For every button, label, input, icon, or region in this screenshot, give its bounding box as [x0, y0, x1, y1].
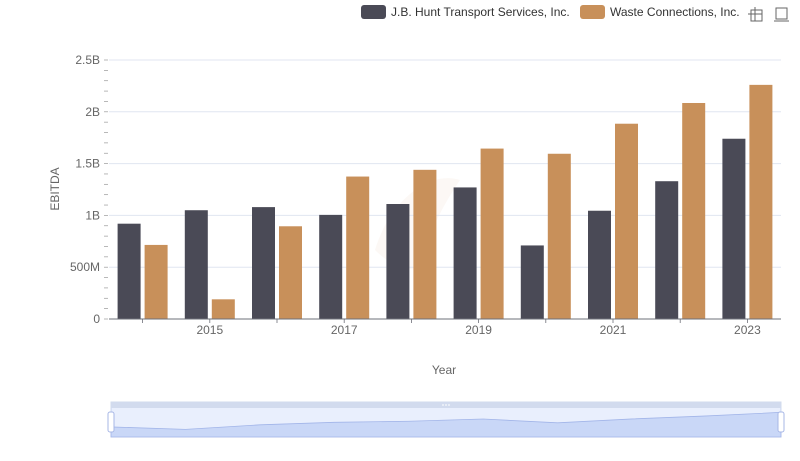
y-tick-label: 2.5B: [75, 53, 100, 67]
bar-jb-hunt-2015[interactable]: [184, 210, 208, 319]
bar-waste-connections-2021[interactable]: [615, 123, 638, 320]
bar-waste-connections-2023[interactable]: [749, 84, 773, 319]
legend-label-jb-hunt: J.B. Hunt Transport Services, Inc.: [391, 5, 570, 19]
zoom-icon[interactable]: [748, 7, 763, 22]
legend-swatch-waste-connections: [580, 5, 605, 19]
grid-lines: [109, 59, 781, 268]
x-axis-title: Year: [432, 363, 456, 377]
y-axis-ticks: 0 500M 1B 1.5B 2B 2.5B: [70, 53, 108, 326]
legend-swatch-jb-hunt: [361, 5, 386, 19]
bar-jb-hunt-2014[interactable]: [117, 223, 141, 319]
legend-label-waste-connections: Waste Connections, Inc.: [610, 5, 740, 19]
restore-icon[interactable]: [774, 7, 789, 22]
bars[interactable]: [117, 84, 773, 320]
legend-item-waste-connections[interactable]: Waste Connections, Inc.: [580, 5, 740, 19]
data-zoom-handle-left[interactable]: [107, 411, 115, 433]
y-tick-label: 0: [93, 312, 100, 326]
bar-waste-connections-2014[interactable]: [144, 244, 168, 319]
y-tick-label: 2B: [85, 105, 100, 119]
bar-waste-connections-2019[interactable]: [480, 148, 504, 319]
bar-waste-connections-2020[interactable]: [547, 153, 571, 319]
bar-jb-hunt-2018[interactable]: [386, 204, 410, 319]
x-tick-label: 2017: [331, 323, 358, 337]
bar-waste-connections-2015[interactable]: [211, 299, 235, 319]
x-tick-label: 2023: [734, 323, 761, 337]
x-tick-label: 2015: [196, 323, 223, 337]
legend[interactable]: J.B. Hunt Transport Services, Inc. Waste…: [361, 5, 740, 19]
bar-waste-connections-2016[interactable]: [279, 226, 302, 319]
y-tick-label: 500M: [70, 260, 100, 274]
x-tick-label: 2021: [600, 323, 627, 337]
bar-jb-hunt-2019[interactable]: [453, 187, 477, 319]
data-zoom-slider[interactable]: [107, 401, 785, 438]
bar-jb-hunt-2021[interactable]: [588, 210, 611, 319]
y-tick-label: 1.5B: [75, 157, 100, 171]
bar-jb-hunt-2023[interactable]: [722, 138, 746, 319]
x-tick-label: 2019: [465, 323, 492, 337]
x-axis: 2015 2017 2019 2021 2023: [109, 318, 781, 337]
data-zoom-handle-right[interactable]: [777, 411, 785, 433]
bar-jb-hunt-2022[interactable]: [655, 181, 679, 319]
bar-jb-hunt-2016[interactable]: [252, 207, 275, 319]
bar-jb-hunt-2020[interactable]: [520, 245, 544, 319]
bar-jb-hunt-2017[interactable]: [319, 214, 343, 319]
bar-waste-connections-2022[interactable]: [682, 102, 706, 319]
bar-waste-connections-2017[interactable]: [346, 176, 370, 319]
y-axis-title: EBITDA: [48, 167, 62, 210]
legend-item-jb-hunt[interactable]: J.B. Hunt Transport Services, Inc.: [361, 5, 570, 19]
data-zoom-preview-area: [110, 411, 782, 438]
bar-waste-connections-2018[interactable]: [413, 169, 437, 319]
y-tick-label: 1B: [85, 208, 100, 222]
data-zoom-drag-icon[interactable]: [442, 404, 450, 406]
